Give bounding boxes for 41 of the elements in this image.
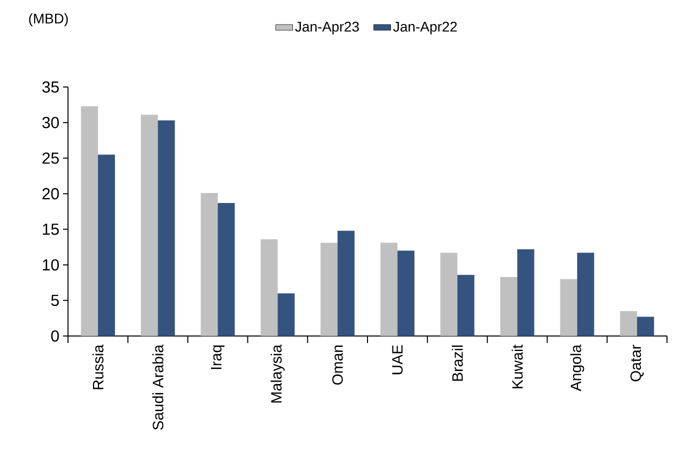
y-tick-label: 20 <box>42 188 59 200</box>
bar <box>620 311 638 336</box>
y-tick-label: 25 <box>42 152 59 164</box>
x-tick-label: Iraq <box>211 345 224 369</box>
y-tick-label: 10 <box>42 259 59 271</box>
x-tick-label: Qatar <box>630 344 644 382</box>
bar <box>517 249 534 336</box>
bar <box>560 279 578 336</box>
bar <box>98 154 115 336</box>
bar <box>500 276 518 336</box>
bar <box>260 239 278 336</box>
bar <box>140 114 158 336</box>
bar <box>338 230 355 336</box>
bar <box>457 274 474 336</box>
x-tick-label: Oman <box>332 345 343 385</box>
bar <box>200 193 218 336</box>
bar <box>320 242 338 336</box>
x-tick-label: Brazil <box>452 346 463 381</box>
x-tick-label: Russia <box>92 344 104 390</box>
bar <box>278 293 295 336</box>
bar <box>577 252 594 336</box>
x-tick-label: UAE <box>392 345 403 374</box>
legend-label: Jan-Apr23 <box>295 22 359 34</box>
y-tick-label: 15 <box>42 224 59 235</box>
x-tick-label: Saudi Arabia <box>152 344 164 430</box>
bar <box>218 202 235 336</box>
bar <box>380 242 398 336</box>
y-tick-label: 35 <box>42 81 59 93</box>
x-tick-label: Kuwait <box>512 344 523 388</box>
y-tick-label: 0 <box>51 330 59 342</box>
bar <box>158 120 175 336</box>
x-tick-label: Angola <box>570 344 584 392</box>
bar <box>637 316 654 336</box>
bar <box>397 250 414 336</box>
y-tick-label: 30 <box>42 116 59 128</box>
y-tick-label: 5 <box>51 294 59 306</box>
x-tick-label: Malaysia <box>270 344 285 402</box>
legend-label: Jan-Apr22 <box>393 22 457 34</box>
y-axis-title: (MBD) <box>29 13 68 26</box>
bar <box>80 106 98 336</box>
bar <box>440 252 458 336</box>
